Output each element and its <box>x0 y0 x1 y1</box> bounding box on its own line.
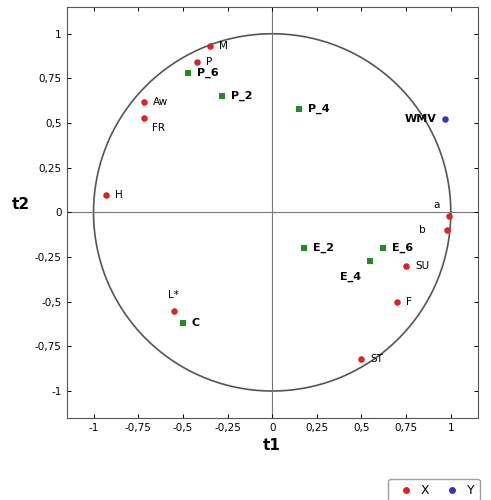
Y-axis label: t2: t2 <box>12 198 30 212</box>
Point <box>393 298 401 306</box>
Point <box>102 190 110 198</box>
Point <box>366 256 374 264</box>
Point <box>443 226 451 234</box>
Point <box>170 306 178 314</box>
Point <box>300 244 308 252</box>
Text: P: P <box>206 58 212 68</box>
Text: L*: L* <box>168 290 179 300</box>
Point <box>357 355 365 363</box>
Point <box>445 212 453 220</box>
Point <box>184 69 192 77</box>
Text: FR: FR <box>153 124 165 134</box>
Text: M: M <box>218 41 227 51</box>
Point <box>179 319 187 327</box>
Legend: X, Y: X, Y <box>388 479 480 500</box>
Text: E_4: E_4 <box>340 272 361 281</box>
X-axis label: t1: t1 <box>263 438 281 453</box>
Point <box>441 116 449 124</box>
Text: H: H <box>115 190 123 200</box>
Text: F: F <box>406 296 412 306</box>
Point <box>402 262 410 270</box>
Text: Aw: Aw <box>153 96 168 106</box>
Point <box>379 244 387 252</box>
Text: ST: ST <box>370 354 383 364</box>
Text: C: C <box>192 318 200 328</box>
Point <box>139 114 147 122</box>
Text: E_2: E_2 <box>313 243 334 253</box>
Text: P_2: P_2 <box>231 91 252 102</box>
Text: E_6: E_6 <box>392 243 413 253</box>
Point <box>218 92 226 100</box>
Text: SU: SU <box>415 261 429 271</box>
Text: b: b <box>419 226 426 235</box>
Text: WMV: WMV <box>405 114 436 124</box>
Point <box>295 105 303 113</box>
Point <box>206 42 214 50</box>
Text: P_6: P_6 <box>197 68 219 78</box>
Text: P_4: P_4 <box>308 104 329 114</box>
Text: a: a <box>434 200 440 210</box>
Point <box>193 58 201 66</box>
Point <box>139 98 147 106</box>
